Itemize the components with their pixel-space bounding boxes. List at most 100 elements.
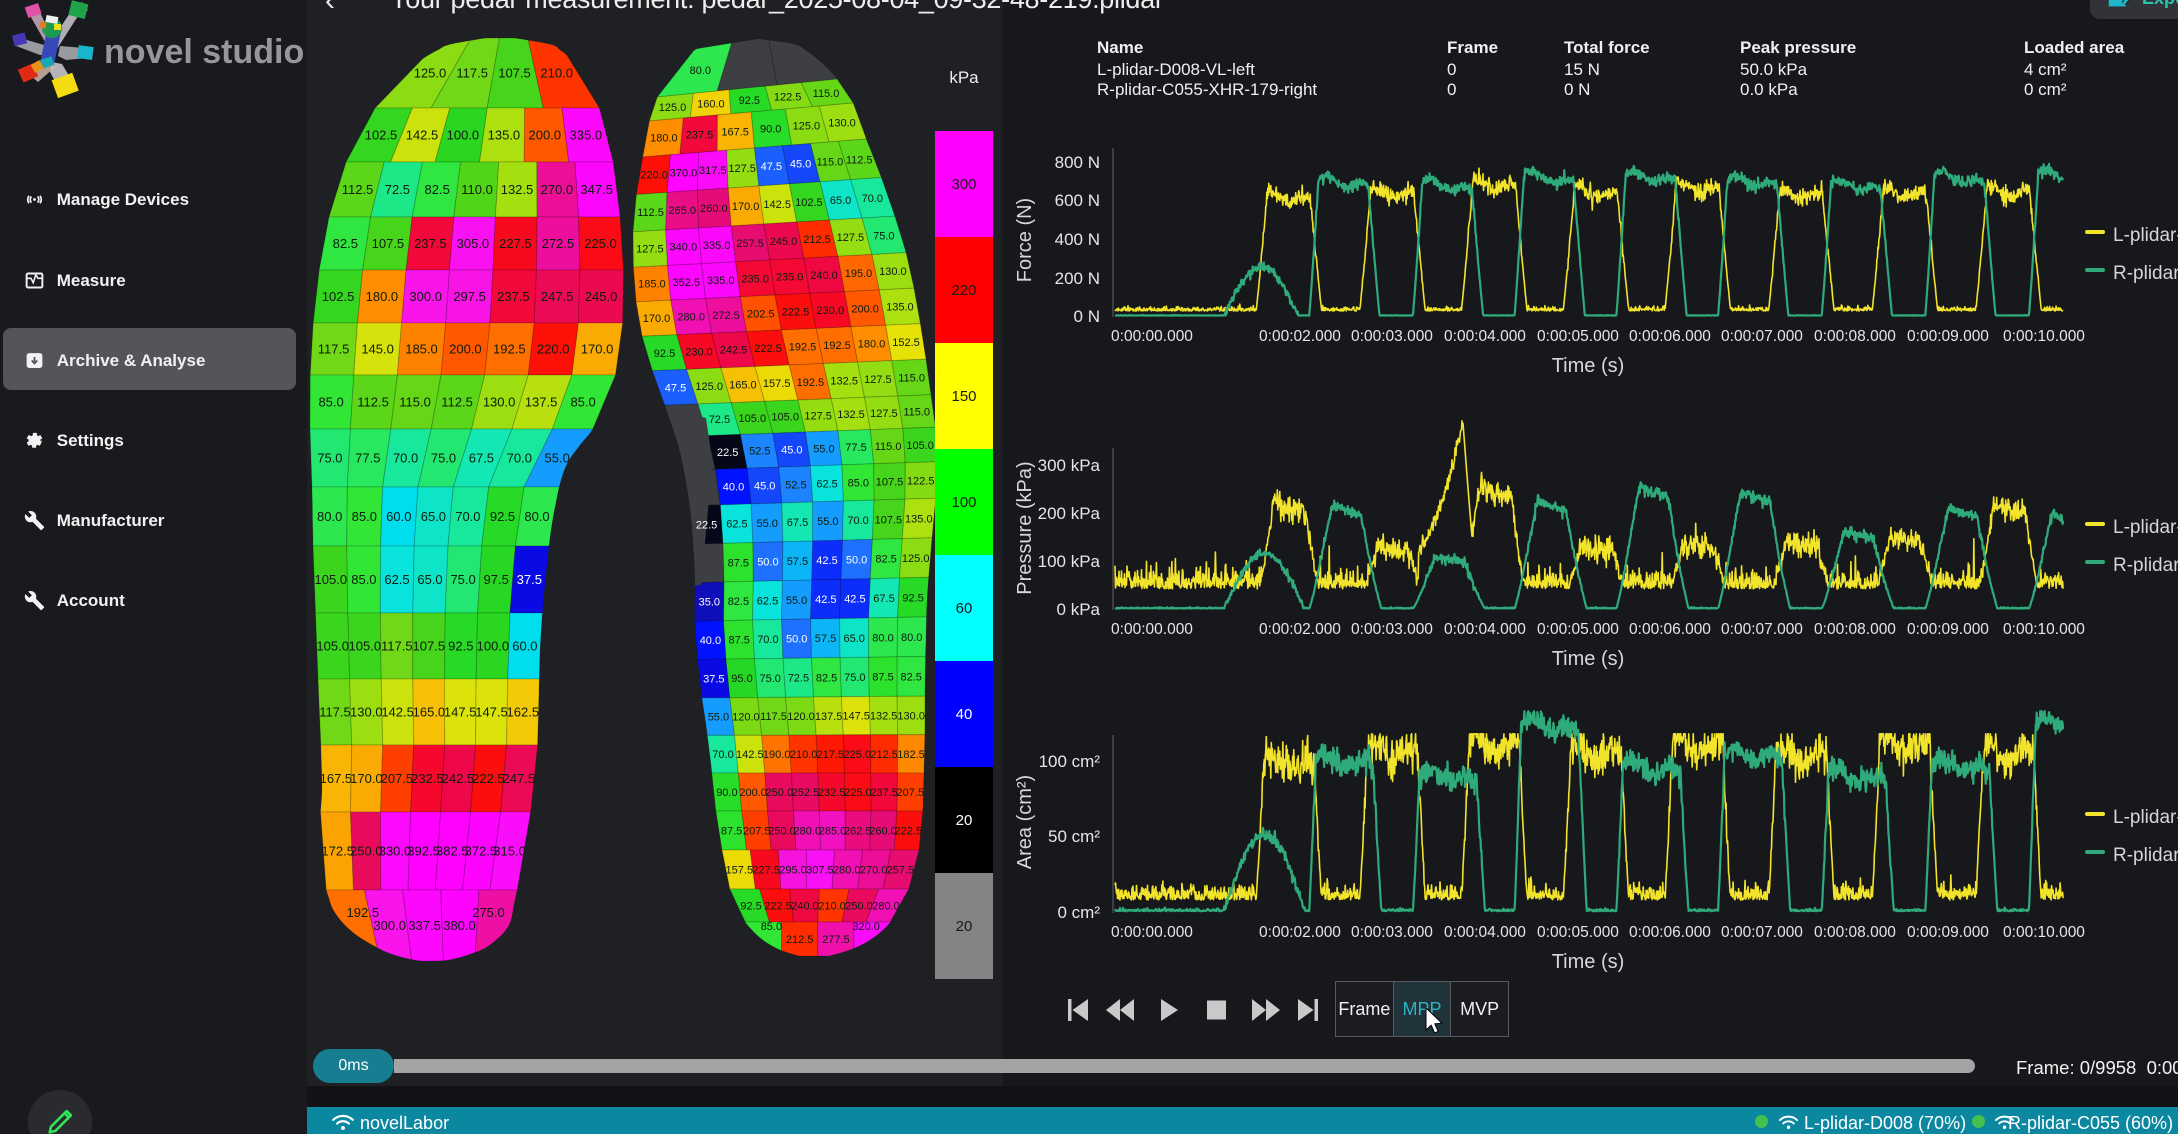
svg-text:117.5: 117.5 [760,711,787,723]
svg-text:260.0: 260.0 [869,826,897,838]
svg-text:115.0: 115.0 [399,395,431,410]
svg-text:22.5: 22.5 [717,447,738,459]
svg-text:0:00:07.000: 0:00:07.000 [1721,328,1803,345]
svg-text:62.5: 62.5 [757,595,778,607]
svg-text:135.0: 135.0 [488,128,521,143]
svg-text:207.5: 207.5 [381,771,414,786]
svg-text:132.5: 132.5 [870,711,898,723]
svg-text:222.5: 222.5 [895,826,923,838]
svg-text:130.0: 130.0 [828,118,856,130]
svg-text:157.5: 157.5 [763,378,791,390]
svg-text:192.5: 192.5 [797,377,825,389]
svg-text:55.0: 55.0 [545,451,570,466]
svg-text:400 N: 400 N [1055,230,1100,249]
svg-text:195.0: 195.0 [845,268,873,280]
svg-text:107.5: 107.5 [875,514,903,526]
svg-text:0 N: 0 N [1074,307,1100,326]
svg-text:45.0: 45.0 [781,445,802,457]
svg-text:160.0: 160.0 [697,99,725,111]
svg-text:225.0: 225.0 [844,787,872,799]
svg-text:60.0: 60.0 [386,509,411,524]
svg-text:37.5: 37.5 [517,572,542,587]
svg-text:105.0: 105.0 [771,412,799,424]
svg-text:127.5: 127.5 [837,232,865,244]
svg-text:212.5: 212.5 [870,749,898,761]
svg-text:0:00:03.000: 0:00:03.000 [1351,328,1433,345]
svg-text:115.0: 115.0 [875,441,902,453]
svg-text:70.0: 70.0 [507,451,532,466]
svg-text:0:00:06.000: 0:00:06.000 [1629,924,1711,941]
svg-text:300.0: 300.0 [373,918,406,933]
svg-text:70.0: 70.0 [847,515,868,527]
svg-text:52.5: 52.5 [785,480,806,492]
svg-text:240.0: 240.0 [791,901,819,913]
svg-text:77.5: 77.5 [355,451,380,466]
svg-text:112.5: 112.5 [846,154,873,166]
svg-text:92.5: 92.5 [739,95,760,107]
svg-text:L-plidar-D: L-plidar-D [2113,517,2178,538]
svg-text:120.0: 120.0 [787,711,815,723]
svg-text:305.0: 305.0 [457,236,490,251]
svg-text:105.0: 105.0 [316,639,349,654]
svg-text:70.0: 70.0 [712,749,733,761]
svg-text:340.0: 340.0 [670,242,698,254]
svg-text:40.0: 40.0 [700,635,721,647]
svg-text:72.5: 72.5 [788,673,809,685]
svg-text:382.5: 382.5 [436,844,469,859]
svg-text:180.0: 180.0 [650,133,678,145]
svg-text:230.0: 230.0 [685,346,713,358]
svg-text:105.0: 105.0 [315,572,348,587]
svg-text:42.5: 42.5 [844,594,865,606]
svg-text:82.5: 82.5 [816,672,837,684]
svg-text:280.0: 280.0 [677,312,705,324]
svg-text:800 N: 800 N [1055,153,1100,172]
svg-text:127.5: 127.5 [728,163,756,175]
svg-text:50.0: 50.0 [757,557,778,569]
svg-text:35.0: 35.0 [699,597,720,609]
svg-text:45.0: 45.0 [754,481,775,493]
svg-text:65.0: 65.0 [830,195,851,207]
svg-text:47.5: 47.5 [665,382,686,394]
svg-text:65.0: 65.0 [421,509,446,524]
svg-text:242.5: 242.5 [720,345,748,357]
svg-text:85.0: 85.0 [761,921,782,933]
svg-text:R-plidar-C: R-plidar-C [2113,263,2178,284]
svg-text:0:00:00.000: 0:00:00.000 [1111,621,1193,638]
svg-text:252.5: 252.5 [792,787,820,799]
svg-text:185.0: 185.0 [638,279,666,291]
svg-text:0:00:03.000: 0:00:03.000 [1351,924,1433,941]
svg-text:132.5: 132.5 [837,409,865,421]
svg-text:130.0: 130.0 [879,266,907,278]
svg-text:0:00:02.000: 0:00:02.000 [1259,621,1341,638]
svg-text:347.5: 347.5 [580,182,613,197]
svg-text:65.0: 65.0 [843,633,864,645]
svg-text:135.0: 135.0 [905,513,933,525]
svg-text:112.5: 112.5 [441,395,473,410]
svg-text:Time (s): Time (s) [1552,355,1625,377]
svg-text:55.0: 55.0 [786,595,807,607]
svg-text:85.0: 85.0 [352,509,377,524]
svg-text:202.5: 202.5 [747,308,775,320]
svg-text:115.0: 115.0 [817,157,844,169]
svg-text:92.5: 92.5 [448,639,473,654]
svg-text:0:00:04.000: 0:00:04.000 [1444,924,1526,941]
svg-text:240.0: 240.0 [810,270,838,282]
svg-text:92.5: 92.5 [740,901,761,913]
svg-text:352.5: 352.5 [673,277,701,289]
svg-text:115.0: 115.0 [813,88,840,100]
svg-text:0:00:06.000: 0:00:06.000 [1629,328,1711,345]
svg-text:75.0: 75.0 [873,230,894,242]
svg-text:87.5: 87.5 [721,826,742,838]
svg-text:132.5: 132.5 [501,182,534,197]
svg-text:192.5: 192.5 [823,340,851,352]
svg-text:0:00:02.000: 0:00:02.000 [1259,924,1341,941]
svg-text:335.0: 335.0 [703,240,731,252]
svg-text:107.5: 107.5 [876,476,904,488]
svg-text:0:00:08.000: 0:00:08.000 [1814,621,1896,638]
svg-text:125.0: 125.0 [659,102,687,114]
svg-text:307.5: 307.5 [806,865,834,877]
svg-text:90.0: 90.0 [760,124,781,136]
svg-text:190.0: 190.0 [763,749,791,761]
svg-text:235.0: 235.0 [741,273,769,285]
svg-text:280.0: 280.0 [794,826,822,838]
